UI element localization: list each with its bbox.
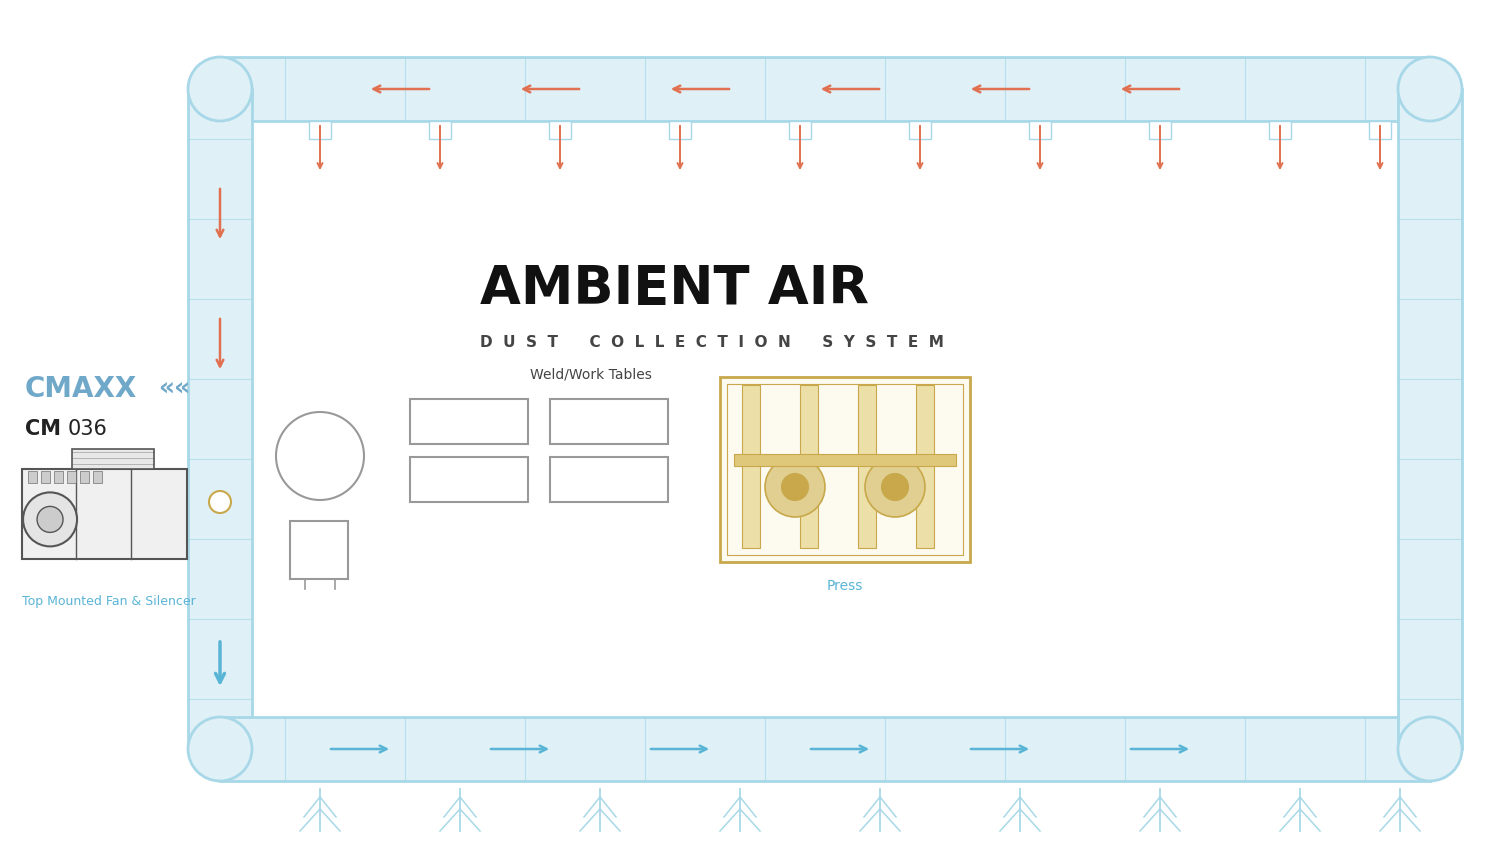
Bar xyxy=(22,469,188,559)
Bar xyxy=(80,471,88,483)
Circle shape xyxy=(765,457,825,517)
Circle shape xyxy=(1398,717,1462,781)
Circle shape xyxy=(782,473,808,500)
Circle shape xyxy=(38,506,63,533)
Text: CM: CM xyxy=(26,419,62,439)
Bar xyxy=(728,384,963,555)
Circle shape xyxy=(1398,57,1462,121)
Bar xyxy=(1029,121,1051,139)
Bar xyxy=(1269,121,1292,139)
Text: Weld/Work Tables: Weld/Work Tables xyxy=(530,367,652,381)
Circle shape xyxy=(276,412,364,500)
Bar xyxy=(28,471,38,483)
Polygon shape xyxy=(188,89,252,749)
Bar xyxy=(800,385,818,548)
Text: 036: 036 xyxy=(68,419,108,439)
Bar xyxy=(550,399,668,444)
Bar xyxy=(410,399,528,444)
Text: ««: «« xyxy=(158,377,190,401)
Text: Press: Press xyxy=(827,579,862,593)
Bar xyxy=(410,457,528,502)
Bar xyxy=(858,385,876,548)
Circle shape xyxy=(882,473,909,500)
Circle shape xyxy=(865,457,926,517)
Bar xyxy=(309,121,332,139)
Bar xyxy=(1149,121,1172,139)
Circle shape xyxy=(188,57,252,121)
Text: Top Mounted Fan & Silencer: Top Mounted Fan & Silencer xyxy=(22,596,196,609)
Text: CMAXX: CMAXX xyxy=(26,375,138,403)
Bar xyxy=(720,377,970,562)
Text: AMBIENT AIR: AMBIENT AIR xyxy=(480,263,868,315)
Bar xyxy=(1370,121,1390,139)
Text: D  U  S  T      C  O  L  L  E  C  T  I  O  N      S  Y  S  T  E  M: D U S T C O L L E C T I O N S Y S T E M xyxy=(480,334,944,349)
Bar xyxy=(290,521,348,579)
Circle shape xyxy=(188,717,252,781)
Bar xyxy=(68,471,76,483)
Polygon shape xyxy=(220,717,1430,781)
Bar xyxy=(72,449,153,469)
Bar xyxy=(429,121,451,139)
Bar xyxy=(742,385,760,548)
Polygon shape xyxy=(1398,89,1462,749)
Bar xyxy=(909,121,932,139)
Circle shape xyxy=(22,492,76,546)
Bar xyxy=(789,121,812,139)
Bar xyxy=(669,121,692,139)
Bar xyxy=(40,471,50,483)
Bar xyxy=(54,471,63,483)
Bar xyxy=(916,385,934,548)
Circle shape xyxy=(209,491,231,513)
Polygon shape xyxy=(220,57,1430,121)
Bar xyxy=(549,121,572,139)
Bar xyxy=(550,457,668,502)
Bar xyxy=(734,454,956,466)
Bar xyxy=(93,471,102,483)
